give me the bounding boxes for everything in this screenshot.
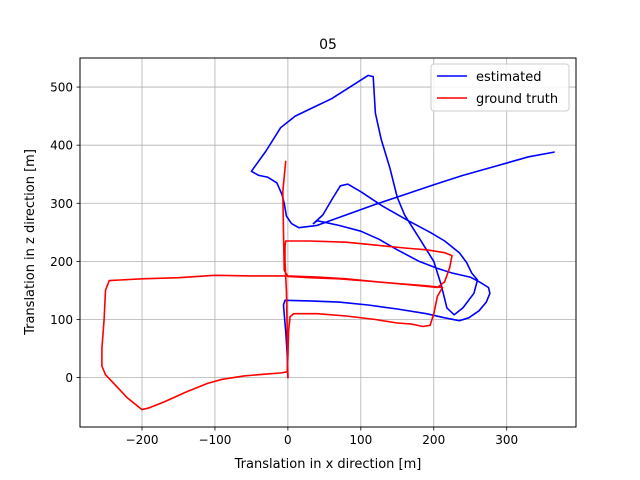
y-axis-label: Translation in z direction [m] <box>23 149 38 336</box>
x-tick-label: 200 <box>422 433 445 447</box>
x-axis-label: Translation in x direction [m] <box>234 457 422 472</box>
y-tick-label: 100 <box>50 313 73 327</box>
ticks: −200 −100 0 100 200 300 0 100 200 300 400 500 <box>50 81 518 447</box>
legend: estimated ground truth <box>430 63 570 112</box>
y-tick-label: 300 <box>50 197 73 211</box>
y-tick-label: 400 <box>50 139 73 153</box>
x-tick-label: −100 <box>198 433 231 447</box>
legend-label-estimated: estimated <box>476 70 541 85</box>
x-tick-label: 0 <box>284 433 292 447</box>
x-tick-label: 100 <box>349 433 372 447</box>
y-tick-label: 500 <box>50 81 73 95</box>
x-tick-label: −200 <box>126 433 159 447</box>
series-line-estimated <box>250 74 555 379</box>
y-tick-label: 200 <box>50 255 73 269</box>
grid <box>80 58 576 427</box>
series-line-ground-truth <box>101 160 453 411</box>
legend-label-ground-truth: ground truth <box>476 92 558 107</box>
series-layer <box>101 74 555 411</box>
x-tick-label: 300 <box>495 433 518 447</box>
chart-title: 05 <box>319 37 337 53</box>
y-tick-label: 0 <box>65 371 73 385</box>
plot-frame <box>79 57 577 428</box>
